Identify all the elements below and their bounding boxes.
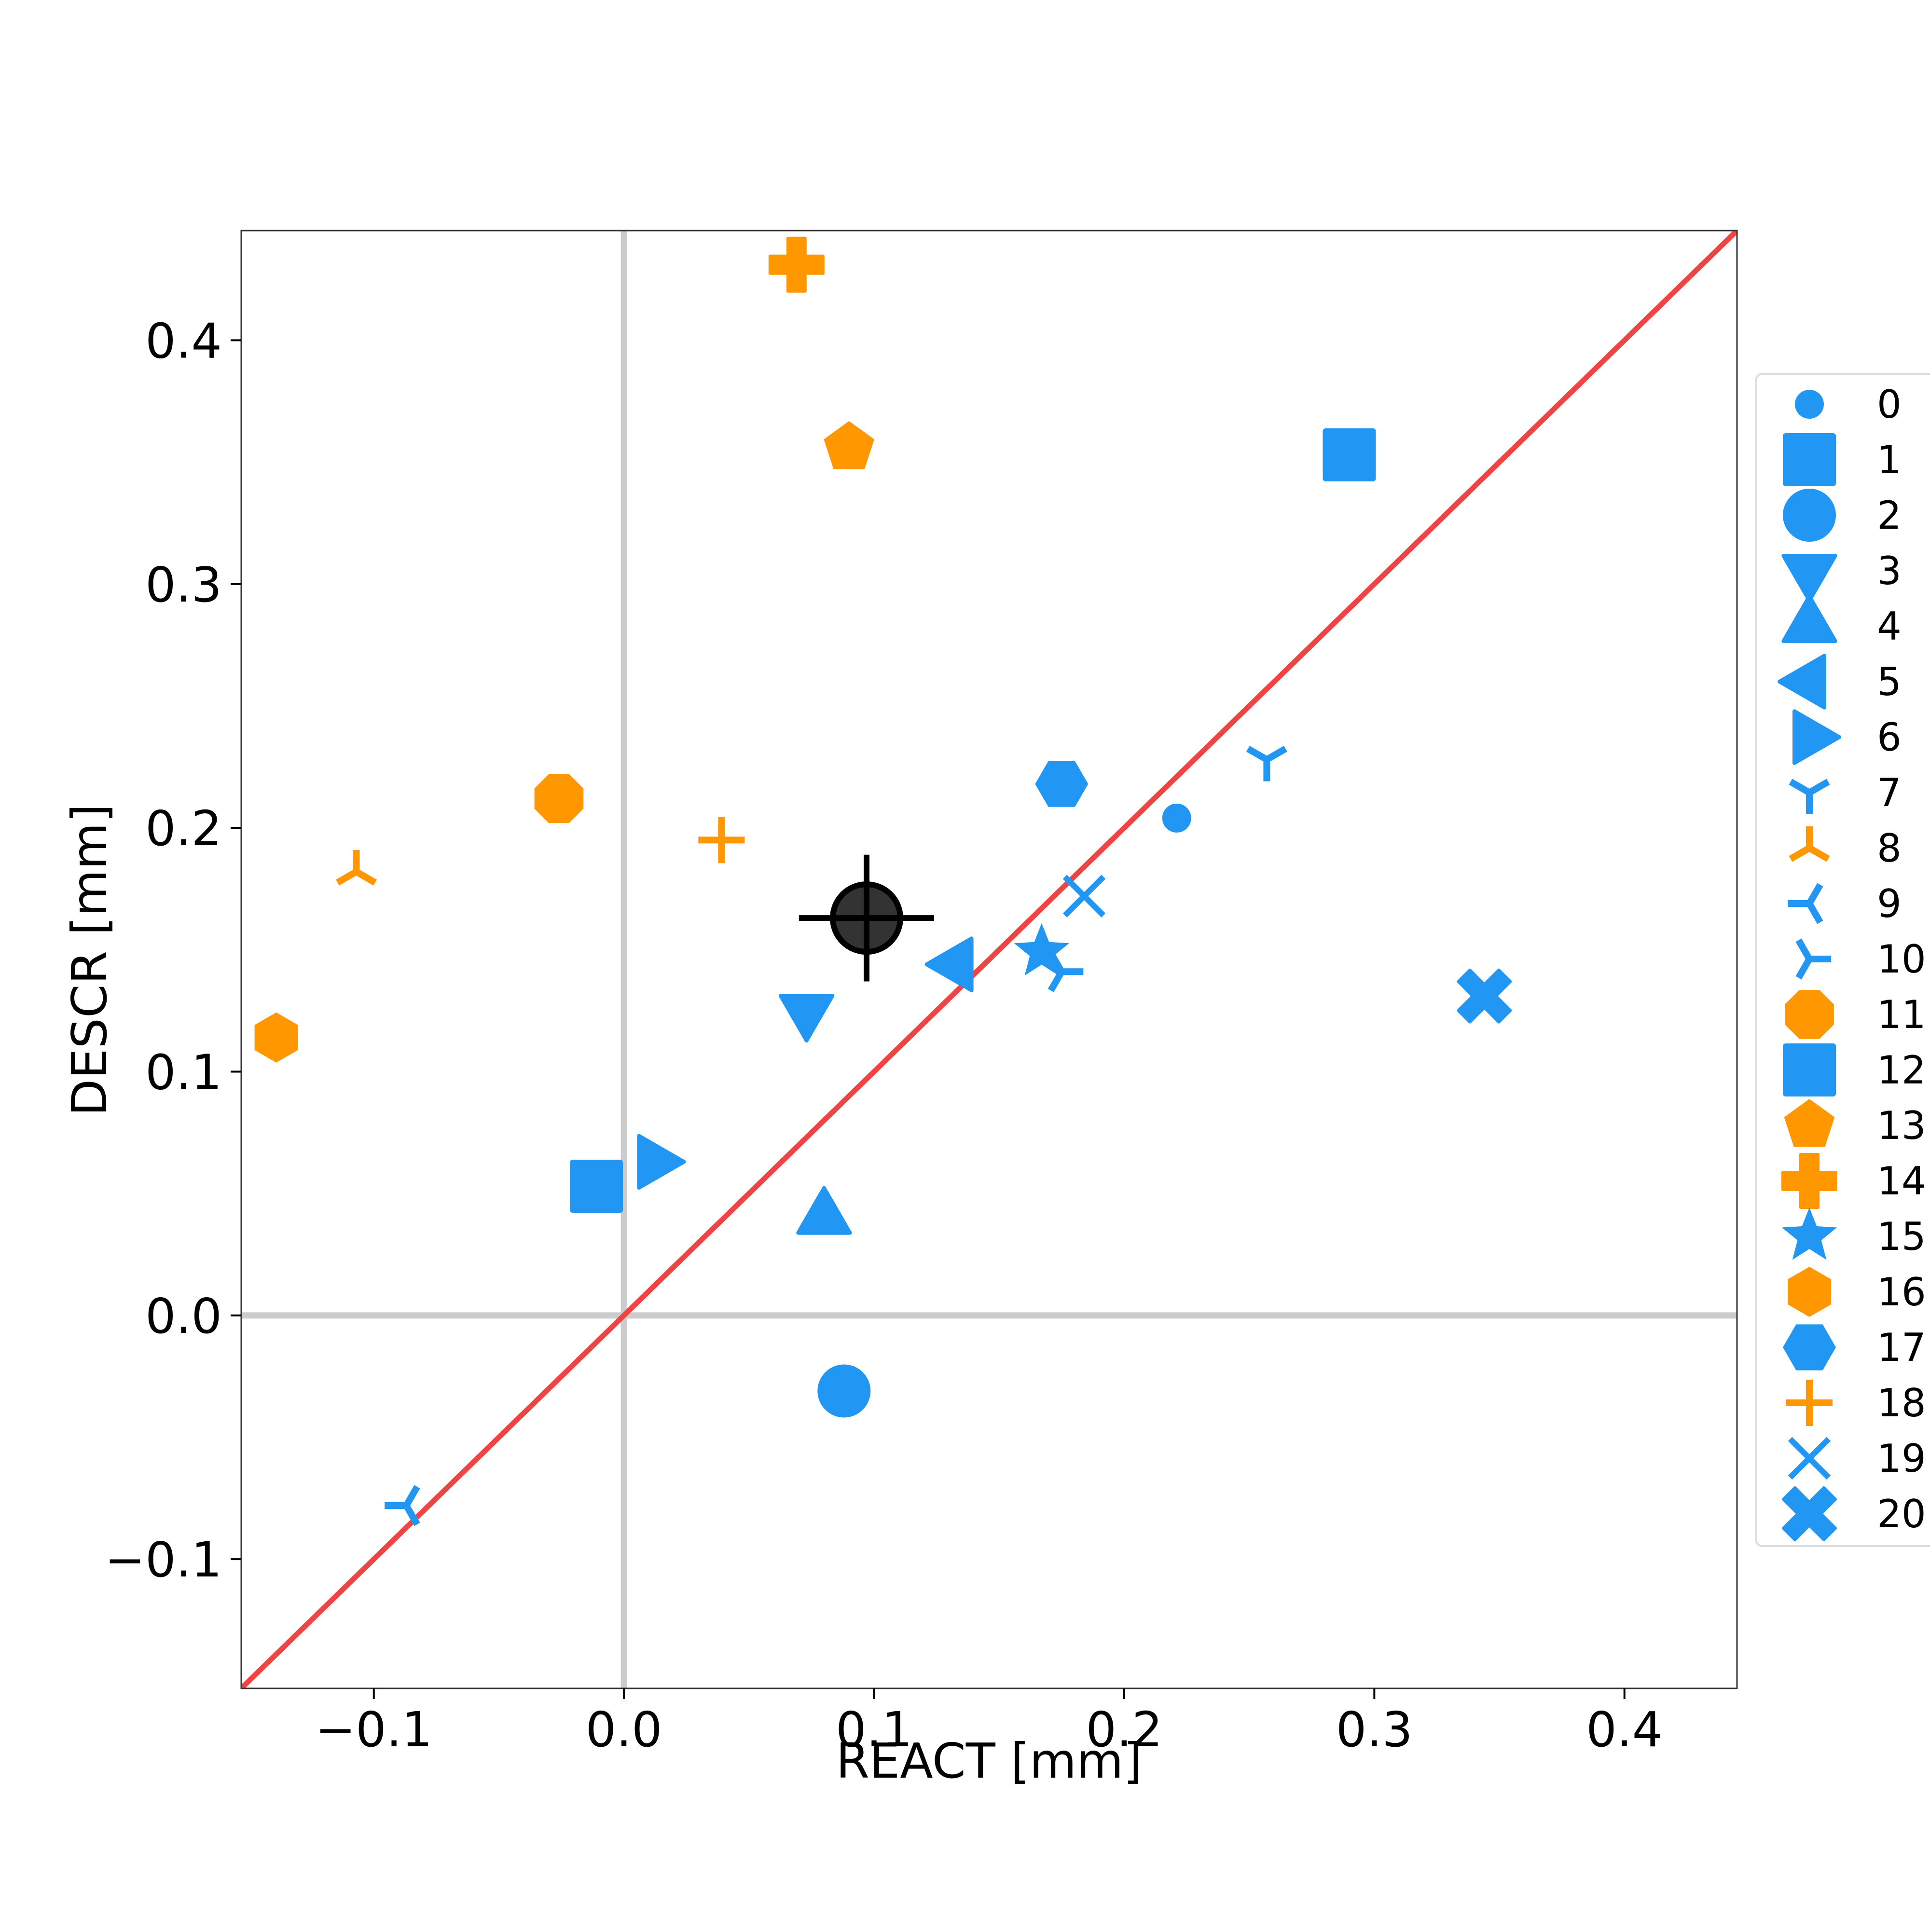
- legend-label-3: 3: [1877, 548, 1902, 593]
- plot-frame: [240, 230, 1738, 1689]
- x-tick-label: 0.0: [586, 1701, 662, 1758]
- data-point-7: [1246, 746, 1287, 781]
- y-tick-label: 0.4: [145, 313, 222, 369]
- legend-marker-2: [1783, 489, 1836, 542]
- legend-label-18: 18: [1877, 1381, 1926, 1425]
- y-tick-label: 0.0: [145, 1288, 222, 1344]
- data-point-13: [824, 421, 874, 469]
- x-tick-label: 0.1: [836, 1701, 912, 1758]
- data-point-0: [1162, 803, 1191, 833]
- x-tick-label: 0.4: [1586, 1701, 1663, 1758]
- legend-marker-6: [1792, 709, 1841, 765]
- data-point-18: [698, 817, 745, 863]
- legend-label-5: 5: [1877, 659, 1902, 704]
- legend-marker-13: [1784, 1099, 1835, 1147]
- legend-marker-12: [1783, 1043, 1836, 1096]
- data-point-5: [924, 936, 974, 992]
- legend-marker-3: [1781, 554, 1837, 603]
- data-point-16: [254, 1012, 298, 1063]
- legend-marker-17: [1783, 1324, 1836, 1370]
- legend-marker-5: [1778, 654, 1826, 710]
- legend-marker-4: [1781, 594, 1837, 643]
- legend-label-14: 14: [1877, 1159, 1926, 1204]
- legend-marker-15: [1781, 1207, 1837, 1260]
- legend-marker-9: [1788, 883, 1823, 924]
- x-tick-label: 0.2: [1086, 1701, 1162, 1758]
- data-point-2: [817, 1364, 871, 1418]
- legend-label-10: 10: [1877, 937, 1926, 982]
- legend-label-12: 12: [1877, 1048, 1926, 1093]
- data-point-1: [1323, 428, 1376, 481]
- y-axis-title: DESCR [mm]: [61, 804, 118, 1116]
- legend-marker-14: [1781, 1153, 1837, 1209]
- legend-label-8: 8: [1877, 826, 1902, 871]
- legend-label-15: 15: [1877, 1214, 1926, 1259]
- mean-error-bars: [799, 854, 934, 982]
- legend-label-11: 11: [1877, 992, 1926, 1037]
- legend-label-17: 17: [1877, 1325, 1926, 1370]
- data-point-3: [778, 994, 835, 1043]
- x-tick-label: −0.1: [315, 1701, 432, 1758]
- data-point-8: [336, 850, 377, 886]
- legend-label-16: 16: [1877, 1270, 1926, 1315]
- axes: −0.1 0.0 0.1 0.2 0.3 0.4 −0.1 0.0 0.1 0.2 0.3 0.4: [105, 230, 1738, 1758]
- legend-marker-11: [1785, 990, 1834, 1039]
- legend-label-1: 1: [1877, 438, 1902, 482]
- x-axis-title: REACT [mm]: [836, 1733, 1143, 1789]
- legend-label-4: 4: [1877, 604, 1902, 649]
- legend-label-19: 19: [1877, 1436, 1926, 1481]
- identity-line: [241, 231, 1737, 1688]
- legend-marker-19: [1788, 1437, 1831, 1480]
- x-tick-label: 0.3: [1336, 1701, 1413, 1758]
- data-point-9: [385, 1485, 420, 1526]
- data-point-14: [768, 236, 825, 293]
- legend-label-6: 6: [1877, 715, 1902, 760]
- legend-label-9: 9: [1877, 881, 1902, 926]
- legend-marker-18: [1786, 1380, 1833, 1426]
- legend-marker-20: [1782, 1486, 1837, 1541]
- data-point-19: [1062, 875, 1106, 918]
- plot-area: [241, 231, 1737, 1688]
- y-tick-label: 0.2: [145, 800, 222, 857]
- legend-label-20: 20: [1877, 1492, 1926, 1536]
- legend-label-2: 2: [1877, 493, 1902, 538]
- legend-label-13: 13: [1877, 1103, 1926, 1148]
- legend-marker-8: [1789, 826, 1830, 862]
- legend-marker-0: [1795, 390, 1824, 419]
- y-tick-label: −0.1: [105, 1532, 222, 1588]
- data-point-6: [637, 1134, 686, 1190]
- data-point-15: [1014, 923, 1069, 976]
- data-point-20: [1457, 968, 1512, 1024]
- legend-marker-7: [1789, 779, 1830, 814]
- legend-marker-1: [1783, 433, 1836, 486]
- legend-marker-10: [1795, 938, 1831, 980]
- data-point-4: [796, 1186, 852, 1235]
- legend-marker-16: [1788, 1267, 1831, 1317]
- data-point-17: [1035, 761, 1089, 807]
- y-tick-label: 0.3: [145, 557, 222, 613]
- data-point-12: [570, 1160, 623, 1213]
- mean-point: [799, 854, 934, 982]
- y-tick-label: 0.1: [145, 1044, 222, 1100]
- legend-label-0: 0: [1877, 382, 1902, 427]
- legend-label-7: 7: [1877, 770, 1902, 815]
- data-point-11: [534, 774, 584, 823]
